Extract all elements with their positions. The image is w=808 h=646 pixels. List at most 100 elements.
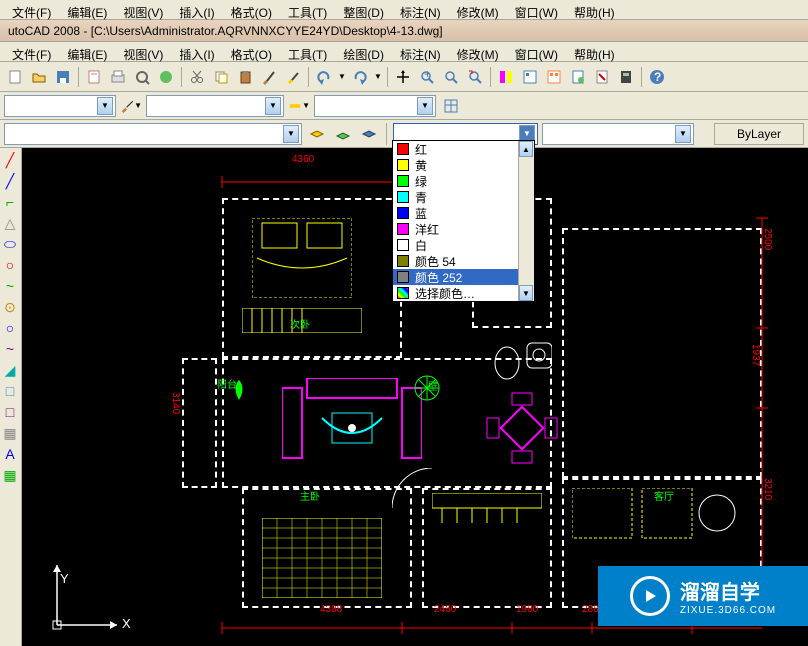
- menu-item[interactable]: 修改(M): [449, 44, 507, 59]
- color-option[interactable]: 选择颜色…: [393, 285, 534, 301]
- color-option[interactable]: 白: [393, 237, 534, 253]
- color-option[interactable]: 绿: [393, 173, 534, 189]
- menu-item[interactable]: 修改(M): [449, 2, 507, 17]
- markup-icon[interactable]: [591, 66, 613, 88]
- zoomr-icon[interactable]: +: [416, 66, 438, 88]
- dim-icon[interactable]: ▼: [288, 95, 310, 117]
- dimension-text: 1937: [750, 344, 761, 366]
- menu-item[interactable]: 编辑(E): [59, 2, 115, 17]
- menu-item[interactable]: 整图(D): [335, 2, 392, 17]
- menu-item[interactable]: 标注(N): [392, 44, 449, 59]
- dropdown-arrow-icon[interactable]: ▼: [265, 97, 281, 115]
- scroll-up-icon[interactable]: ▲: [519, 141, 533, 157]
- redo-icon[interactable]: [349, 66, 371, 88]
- draw-tool-15[interactable]: ▦: [0, 465, 20, 485]
- new-icon[interactable]: [4, 66, 26, 88]
- zoomp-icon[interactable]: [464, 66, 486, 88]
- scroll-down-icon[interactable]: ▼: [519, 285, 533, 301]
- dropdown-arrow-icon[interactable]: ▼: [417, 97, 433, 115]
- draw-tool-7[interactable]: ⊙: [0, 297, 20, 317]
- plot-icon[interactable]: [107, 66, 129, 88]
- undo-icon[interactable]: [313, 66, 335, 88]
- menu-item[interactable]: 文件(F): [4, 44, 59, 59]
- draw-tool-12[interactable]: □: [0, 402, 20, 422]
- color-option[interactable]: 颜色 54: [393, 253, 534, 269]
- match-icon[interactable]: [282, 66, 304, 88]
- dropdown-arrow-icon[interactable]: ▼: [337, 66, 347, 88]
- publish-icon[interactable]: [155, 66, 177, 88]
- help-icon[interactable]: ?: [646, 66, 668, 88]
- dimstyle-combo[interactable]: ▼: [314, 95, 436, 117]
- sheet2-icon[interactable]: [567, 66, 589, 88]
- dimension-text: 3210: [762, 478, 773, 500]
- menu-item[interactable]: 格式(O): [223, 44, 280, 59]
- zoomw-icon[interactable]: [440, 66, 462, 88]
- dim-right: [752, 208, 772, 608]
- menu-item[interactable]: 帮助(H): [566, 44, 623, 59]
- draw-tool-1[interactable]: ╱: [0, 171, 20, 191]
- menu-item[interactable]: 视图(V): [115, 44, 171, 59]
- lineweight-display[interactable]: ByLayer: [714, 123, 804, 145]
- menu-item[interactable]: 插入(I): [171, 2, 222, 17]
- draw-tool-11[interactable]: □: [0, 381, 20, 401]
- color-option[interactable]: 蓝: [393, 205, 534, 221]
- menu-item[interactable]: 帮助(H): [566, 2, 623, 17]
- brush-icon[interactable]: [258, 66, 280, 88]
- linetype-style-combo[interactable]: ▼: [146, 95, 284, 117]
- draw-tool-10[interactable]: ◢: [0, 360, 20, 380]
- menu-item[interactable]: 标注(N): [392, 2, 449, 17]
- menu-item[interactable]: 编辑(E): [59, 44, 115, 59]
- draw-tool-2[interactable]: ⌐: [0, 192, 20, 212]
- brush-icon[interactable]: ▼: [120, 95, 142, 117]
- sheet-icon[interactable]: [83, 66, 105, 88]
- cut-icon[interactable]: [186, 66, 208, 88]
- menu-item[interactable]: 工具(T): [280, 44, 335, 59]
- style-toolbar: ▼ ▼ ▼ ▼ ▼: [0, 92, 808, 120]
- color-option[interactable]: 青: [393, 189, 534, 205]
- color-option[interactable]: 黄: [393, 157, 534, 173]
- draw-tool-13[interactable]: ▦: [0, 423, 20, 443]
- dropdown-arrow-icon[interactable]: ▼: [373, 66, 383, 88]
- menu-item[interactable]: 工具(T): [280, 2, 335, 17]
- layer-props-icon[interactable]: [306, 123, 328, 145]
- draw-tool-9[interactable]: ~: [0, 339, 20, 359]
- linetype-combo[interactable]: ▼: [542, 123, 694, 145]
- dropdown-arrow-icon[interactable]: ▼: [283, 125, 299, 143]
- open-icon[interactable]: [28, 66, 50, 88]
- layer-states-icon[interactable]: [358, 123, 380, 145]
- table-icon[interactable]: [440, 95, 462, 117]
- menu-item[interactable]: 文件(F): [4, 2, 59, 17]
- menu-item[interactable]: 窗口(W): [507, 2, 566, 17]
- calc-icon[interactable]: [615, 66, 637, 88]
- copy-icon[interactable]: [210, 66, 232, 88]
- menu-item[interactable]: 格式(O): [223, 2, 280, 17]
- menu-item[interactable]: 视图(V): [115, 2, 171, 17]
- menu-item[interactable]: 插入(I): [171, 44, 222, 59]
- scrollbar[interactable]: ▲ ▼: [518, 141, 534, 301]
- menu-item[interactable]: 窗口(W): [507, 44, 566, 59]
- layer-combo[interactable]: ▼: [4, 123, 302, 145]
- paste-icon[interactable]: [234, 66, 256, 88]
- draw-tool-5[interactable]: ○: [0, 255, 20, 275]
- pan-icon[interactable]: [392, 66, 414, 88]
- dropdown-arrow-icon[interactable]: ▼: [97, 97, 113, 115]
- color-option[interactable]: 颜色 252: [393, 269, 534, 285]
- standard-toolbar: ▼ ▼ +?: [0, 62, 808, 92]
- draw-tool-0[interactable]: ╱: [0, 150, 20, 170]
- menu-item[interactable]: 绘图(D): [335, 44, 392, 59]
- tool-icon[interactable]: [543, 66, 565, 88]
- color-option[interactable]: 洋红: [393, 221, 534, 237]
- layer-prev-icon[interactable]: [332, 123, 354, 145]
- dcenter-icon[interactable]: [519, 66, 541, 88]
- draw-tool-8[interactable]: ○: [0, 318, 20, 338]
- props-icon[interactable]: [495, 66, 517, 88]
- preview-icon[interactable]: [131, 66, 153, 88]
- draw-tool-3[interactable]: △: [0, 213, 20, 233]
- color-option[interactable]: 红: [393, 141, 534, 157]
- dropdown-arrow-icon[interactable]: ▼: [675, 125, 691, 143]
- draw-tool-4[interactable]: ⬭: [0, 234, 20, 254]
- layer-state-combo[interactable]: ▼: [4, 95, 116, 117]
- draw-tool-6[interactable]: ~: [0, 276, 20, 296]
- draw-tool-14[interactable]: A: [0, 444, 20, 464]
- save-icon[interactable]: [52, 66, 74, 88]
